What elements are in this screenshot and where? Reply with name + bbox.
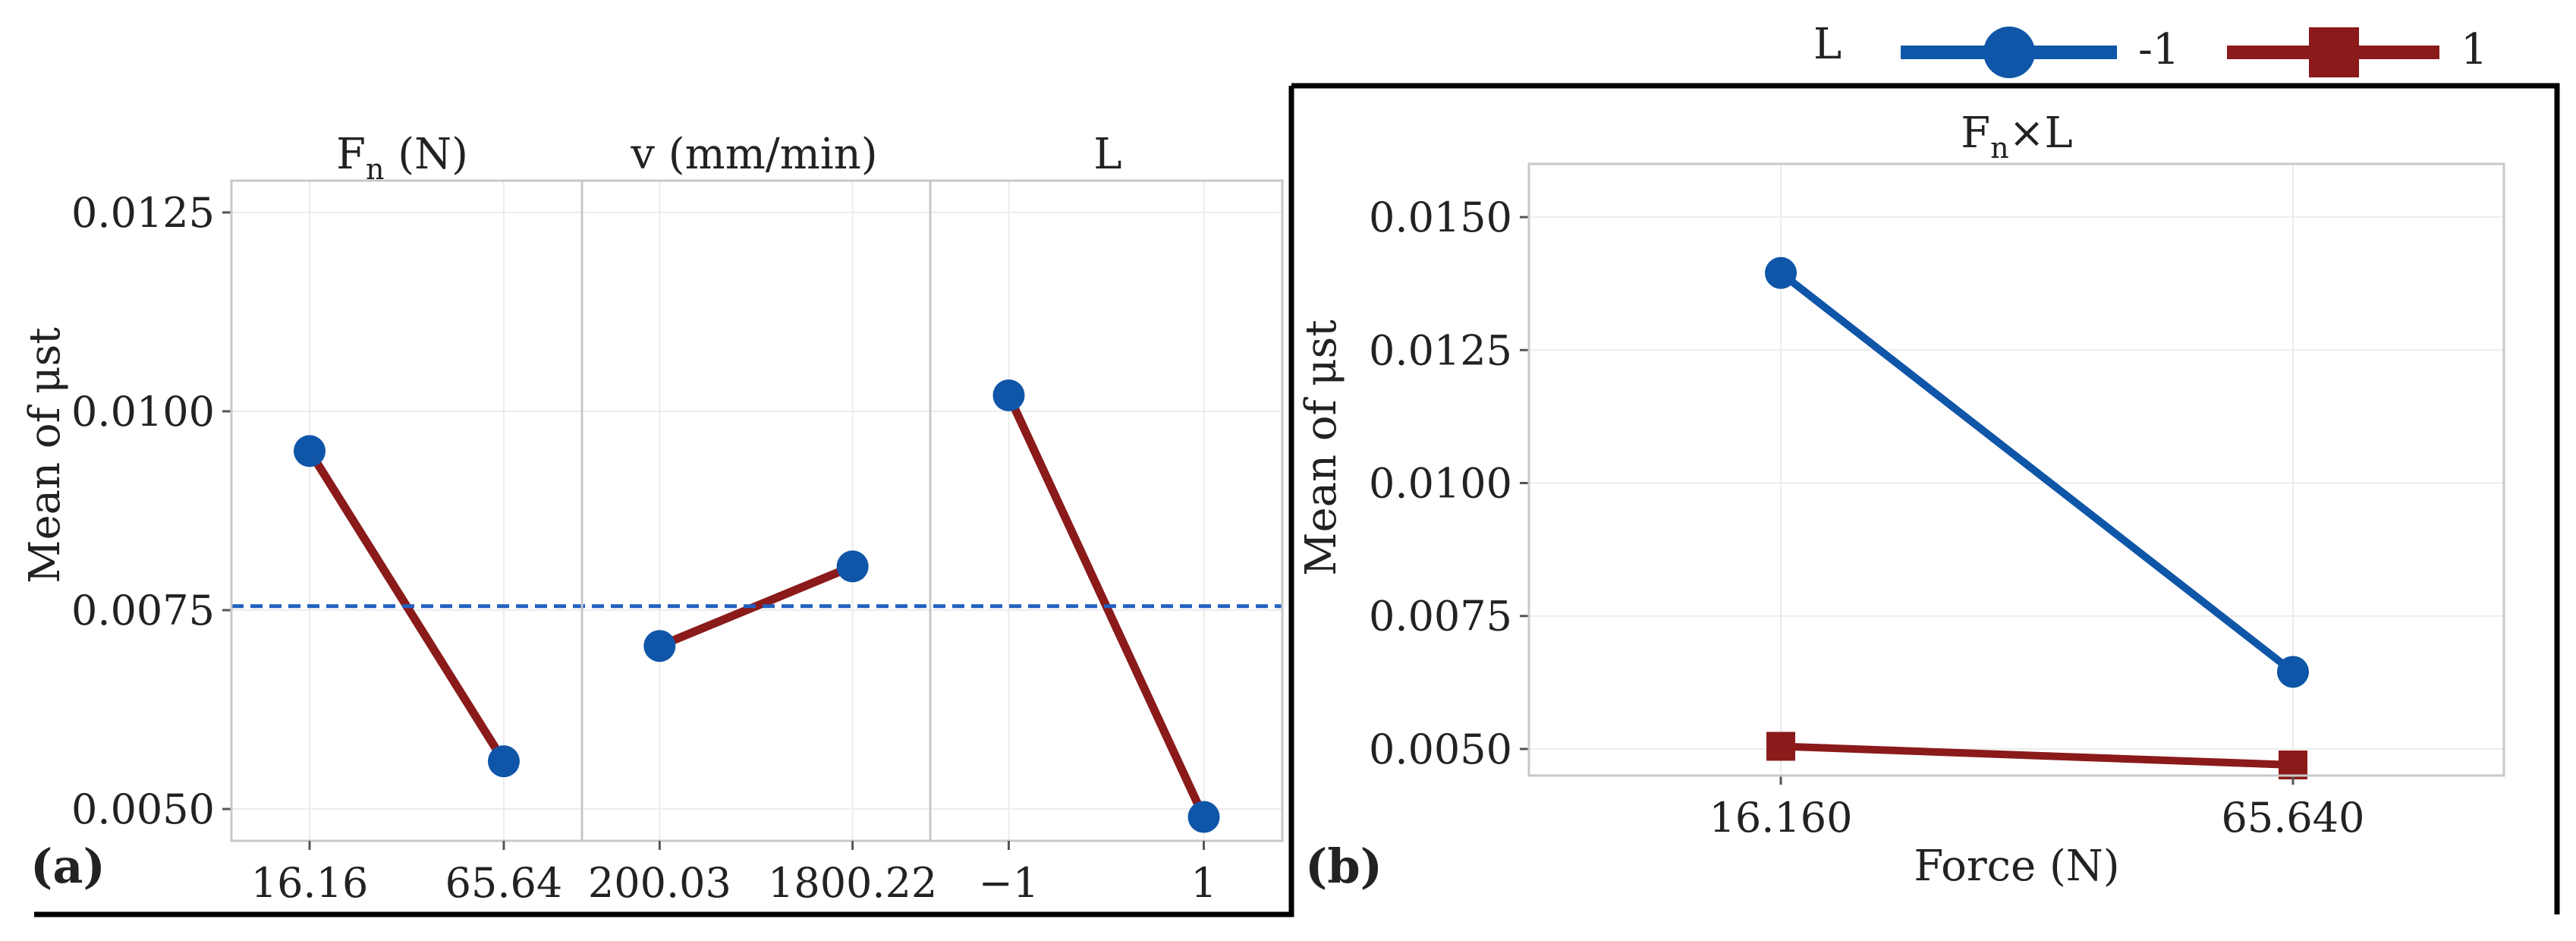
effect-line [655,562,857,650]
x-tick-label-a: 16.16 [251,859,369,907]
facet-title-speed: v (mm/min) [630,130,877,179]
y-tick-label-b: 0.0050 [1369,725,1512,773]
y-tick-label-b: 0.0125 [1369,326,1512,374]
effect-point [992,379,1025,412]
series-point-square [1766,732,1795,761]
facet-frame [230,179,583,842]
y-tick-label-b: 0.0150 [1369,194,1512,241]
main-effects-plot: 0.0050 0.0075 0.0100 0.0125 16.16 65.64 200.0… [20,130,1284,907]
interaction-plot: 0.0050 0.0075 0.0100 0.0125 0.0150 16.160 65.… [1297,109,2505,894]
gridlines-b [1529,164,2504,776]
x-tick-label-a: 65.64 [445,859,563,907]
effect-point [1187,801,1220,833]
legend-label-series-a: -1 [2138,25,2180,74]
frame-b [1291,83,2560,914]
facet-frame [929,179,1284,842]
effect-point [487,745,520,778]
series-point-circle [2277,656,2309,688]
legend-title: L [1813,20,1842,69]
y-axis-title-a: Mean of μst [20,327,70,584]
y-tick-label-a: 0.0125 [71,189,215,237]
x-tick-label-a: 1800.22 [768,859,937,907]
y-tick-label-b: 0.0100 [1369,460,1512,508]
panel-label-b: (b) [1305,839,1382,894]
facet-title-force: Fn (N) [336,130,468,186]
facet-title-l: L [1093,130,1121,179]
legend-label-series-b: 1 [2461,25,2488,74]
panel-label-a: (a) [30,839,105,894]
x-axis-a: 16.16 65.64 200.03 1800.22 −1 1 [251,841,1217,907]
series-point-circle [1765,256,1797,289]
y-tick-label-b: 0.0075 [1369,593,1512,640]
series-line--1 [1777,269,2297,676]
frame [34,83,2560,917]
y-axis-b: 0.0050 0.0075 0.0100 0.0125 0.0150 [1369,194,1529,773]
x-tick-label-a: −1 [979,859,1040,907]
effect-point [836,550,869,583]
x-tick-label-b: 16.160 [1709,794,1853,842]
y-axis-a: 0.0050 0.0075 0.0100 0.0125 [71,189,231,833]
x-tick-label-b: 65.640 [2222,794,2365,842]
legend: L -1 1 [1813,20,2488,78]
effect-point [294,435,326,467]
frame-a [34,86,1294,917]
chart-title-b: Fn×L [1961,109,2072,165]
interaction-marks [1765,256,2309,779]
series-line-1 [1777,742,2297,769]
gridlines-a [231,181,1282,841]
facet-frames [230,179,1284,842]
plot-border-b [1527,162,2505,777]
y-axis-title-b: Mean of μst [1297,319,1346,576]
main-effects-marks [231,379,1282,833]
effect-point [643,630,676,662]
y-tick-label-a: 0.0100 [71,388,215,436]
x-axis-b: 16.160 65.640 [1709,776,2365,842]
facet-frame [580,179,932,842]
x-tick-label-a: 200.03 [588,859,731,907]
y-tick-label-a: 0.0050 [71,785,215,833]
x-axis-title-b: Force (N) [1914,842,2119,891]
legend-marker-square [2309,27,2359,77]
y-tick-label-a: 0.0075 [71,587,215,634]
x-tick-label-a: 1 [1190,859,1216,907]
legend-marker-circle [1983,27,2035,78]
